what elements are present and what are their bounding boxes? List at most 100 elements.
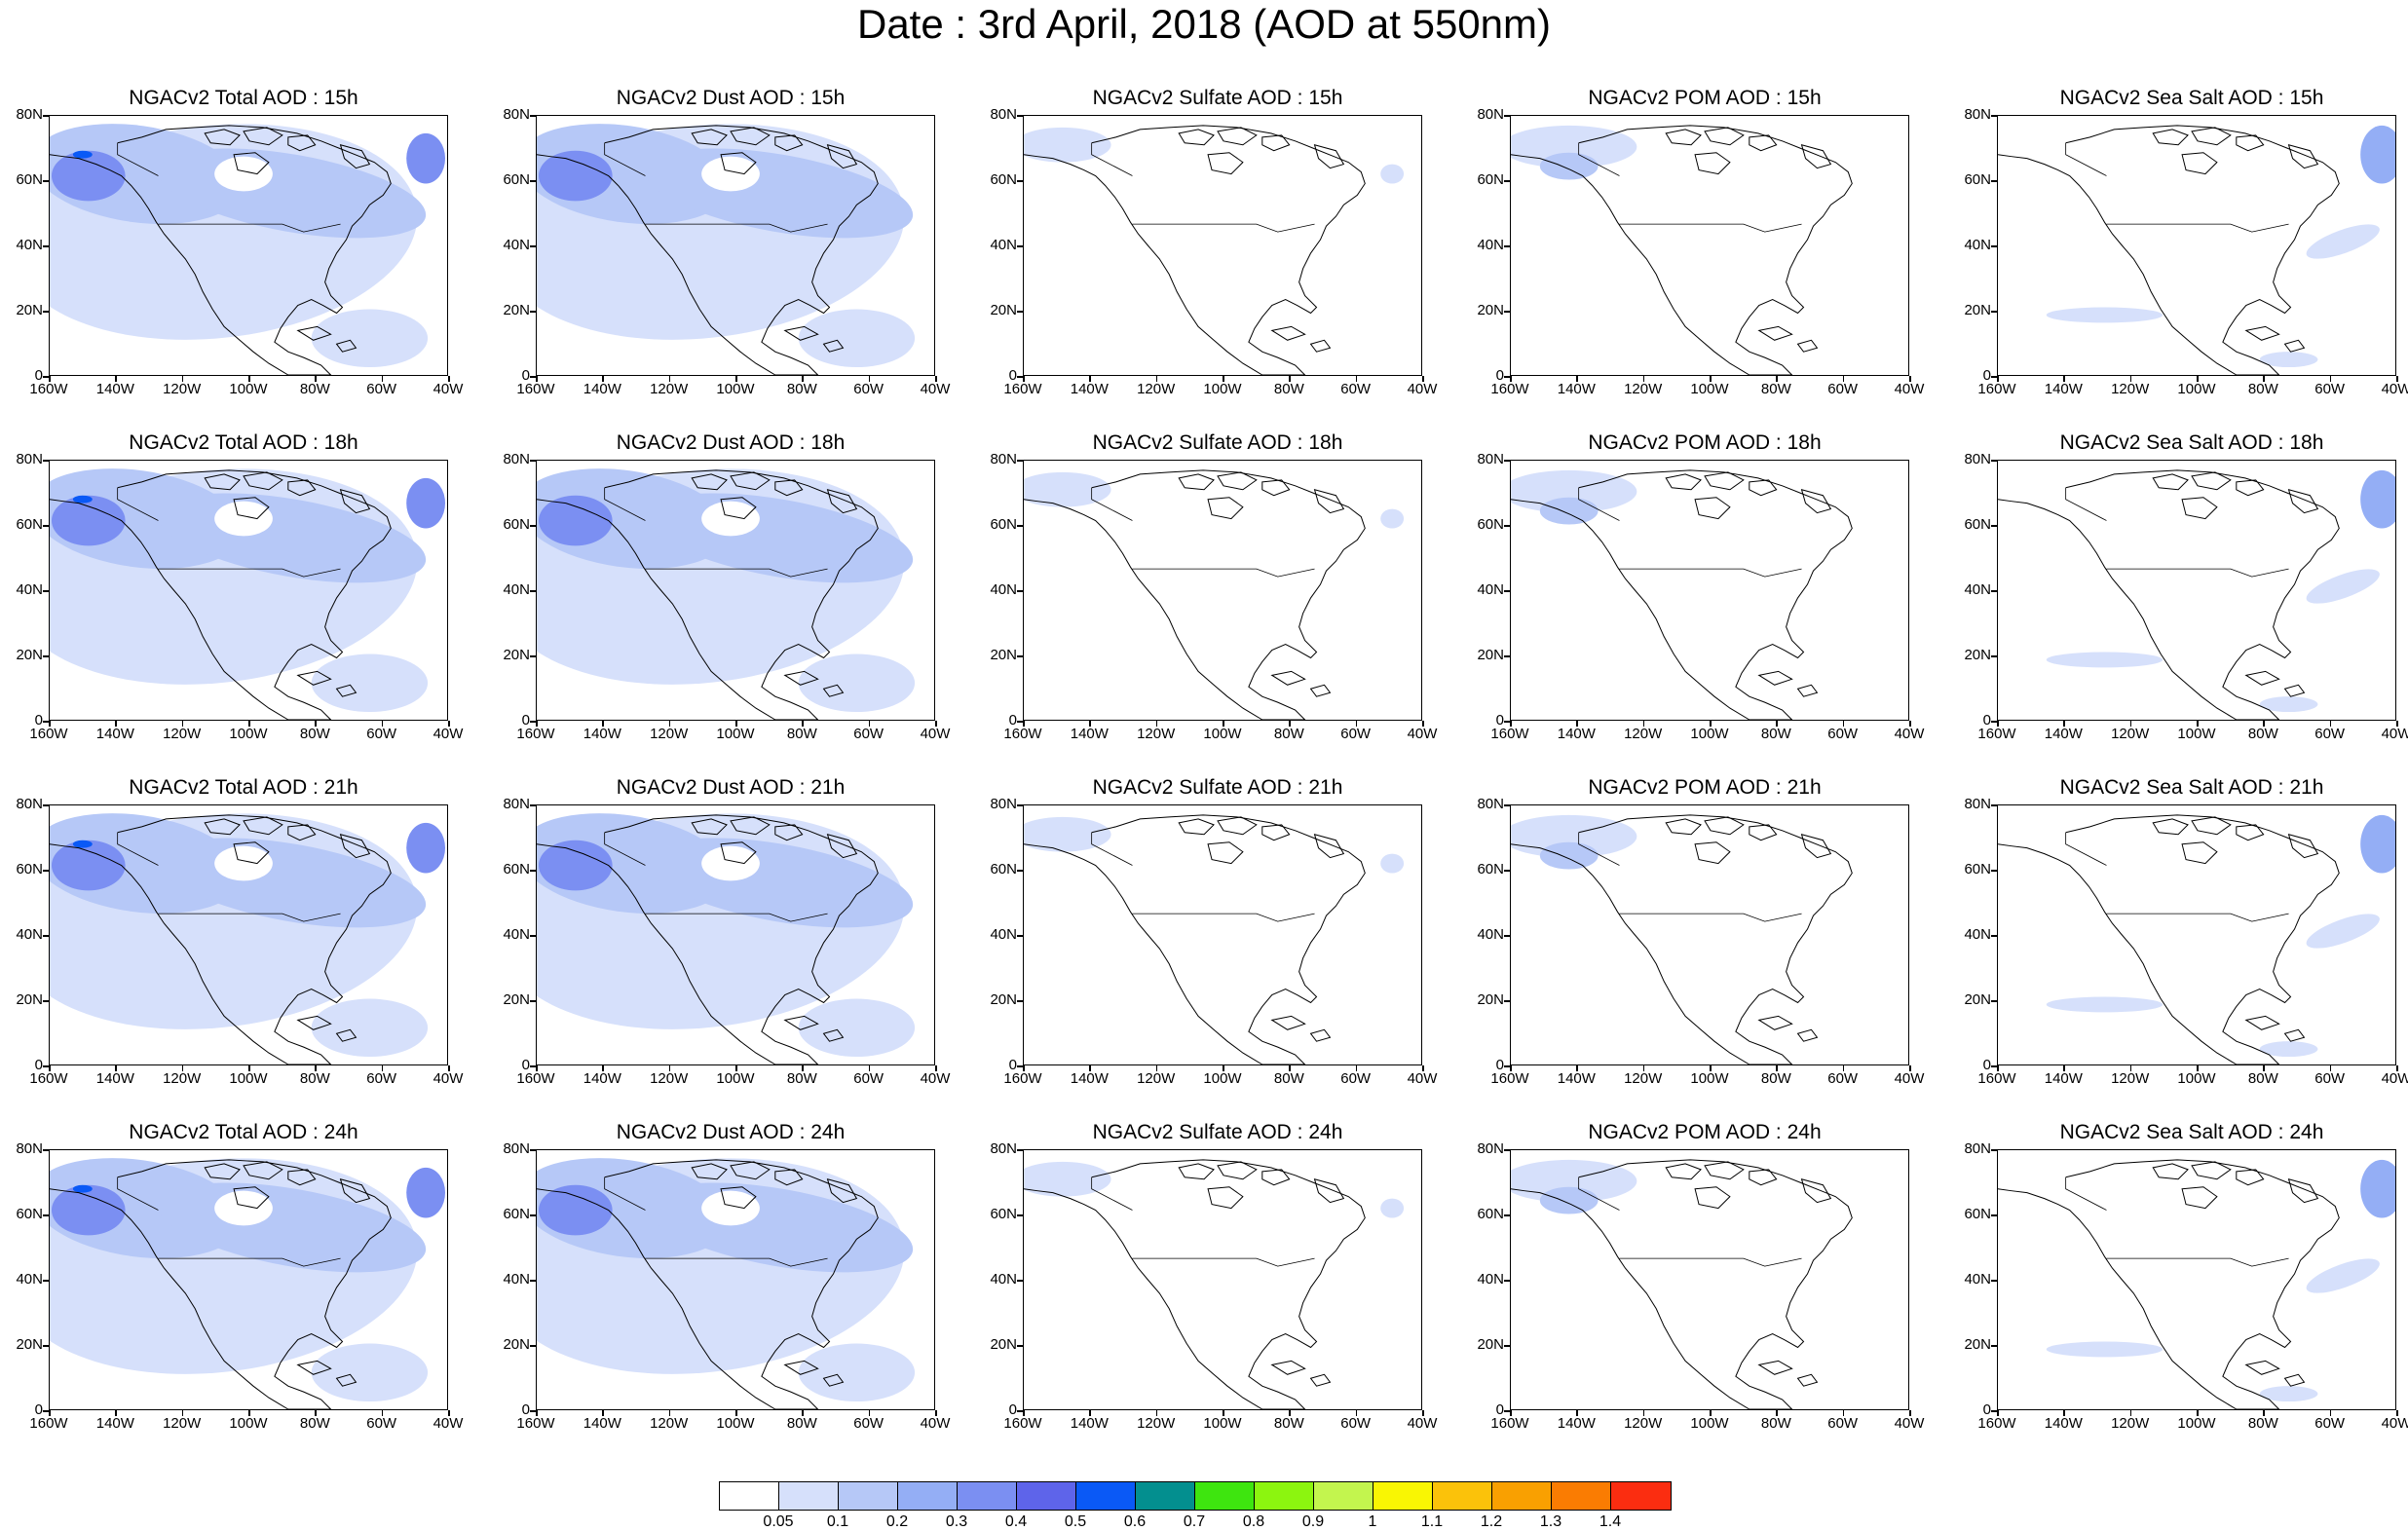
longitude-tick-label: 160W <box>1977 726 2016 742</box>
latitude-tick-label: 20N <box>503 302 530 318</box>
island-outline <box>2283 684 2306 697</box>
island-outline <box>1178 818 1215 836</box>
island-outline <box>1749 1169 1778 1186</box>
island-outline <box>2244 1360 2280 1375</box>
longitude-tick-label: 100W <box>1203 726 1242 742</box>
map-plot-area <box>1510 1149 1909 1410</box>
longitude-tick-label: 160W <box>1977 381 2016 397</box>
island-outline <box>1665 129 1702 146</box>
latitude-tick-label: 80N <box>503 1140 530 1157</box>
longitude-tick-label: 120W <box>163 726 202 742</box>
island-outline <box>826 489 858 514</box>
longitude-tick <box>735 1410 737 1416</box>
island-outline <box>1665 818 1702 836</box>
map-panel: NGACv2 POM AOD : 18h 80N 60N 40N 20N 0 160W 140… <box>1461 430 1948 762</box>
island-outline <box>243 1161 283 1180</box>
map-panel: NGACv2 Sulfate AOD : 21h 80N 60N 40N 20N 0 160… <box>974 775 1461 1106</box>
latitude-tick <box>1504 1149 1510 1151</box>
island-outline <box>1800 144 1832 169</box>
longitude-tick-label: 40W <box>433 1415 464 1432</box>
latitude-tick <box>530 870 536 872</box>
latitude-tick <box>43 721 49 723</box>
longitude-tick-label: 160W <box>1003 381 1042 397</box>
island-outline <box>1796 1373 1819 1387</box>
longitude-tick-label: 120W <box>1624 726 1663 742</box>
aod-shading <box>2306 569 2380 604</box>
longitude-tick-label: 40W <box>433 726 464 742</box>
longitude-tick-label: 80W <box>2247 726 2278 742</box>
colorbar-swatch <box>1076 1482 1136 1510</box>
longitude-tick-label: 60W <box>366 1070 397 1087</box>
latitude-tick-label: 40N <box>16 926 43 943</box>
longitude-tick-label: 120W <box>2111 1415 2150 1432</box>
latitude-tick-label: 80N <box>16 451 43 467</box>
latitude-tick-label: 0 <box>1495 1401 1504 1418</box>
island-outline <box>2244 670 2280 686</box>
colorbar <box>719 1481 1672 1511</box>
colorbar-swatch <box>1255 1482 1314 1510</box>
longitude-tick-label: 80W <box>1760 381 1791 397</box>
island-outline <box>2236 1169 2265 1186</box>
coastline <box>1024 1159 1366 1409</box>
longitude-tick <box>2063 1065 2065 1071</box>
latitude-tick <box>1504 721 1510 723</box>
aod-shading <box>798 998 916 1058</box>
longitude-tick-label: 40W <box>2381 1415 2408 1432</box>
island-outline <box>720 497 757 520</box>
longitude-tick <box>381 1410 384 1416</box>
longitude-tick-label: 60W <box>2314 726 2346 742</box>
colorbar-labels: 0.05 0.1 0.2 0.3 0.4 0.5 0.6 0.7 0.8 0.9 1 1.1 1.2 1.… <box>719 1513 1689 1531</box>
latitude-tick-label: 80N <box>503 451 530 467</box>
island-outline <box>2181 1186 2218 1210</box>
island-outline <box>730 1161 771 1180</box>
longitude-tick-label: 60W <box>1827 381 1859 397</box>
coastline <box>1024 125 1366 375</box>
longitude-tick-label: 100W <box>1690 1070 1729 1087</box>
island-outline <box>1270 670 1306 686</box>
latitude-tick-label: 0 <box>521 712 530 728</box>
island-outline <box>1796 1028 1819 1042</box>
island-outline <box>691 1163 728 1180</box>
latitude-tick <box>43 1214 49 1216</box>
longitude-tick-label: 100W <box>229 726 268 742</box>
longitude-tick <box>1422 1410 1424 1416</box>
latitude-tick <box>43 376 49 378</box>
coastline <box>1998 125 2340 375</box>
latitude-tick-label: 60N <box>1964 516 1991 533</box>
latitude-tick <box>530 1149 536 1151</box>
longitude-tick-label: 80W <box>1273 381 1304 397</box>
longitude-tick-label: 120W <box>1137 381 1176 397</box>
latitude-tick-label: 80N <box>1964 796 1991 812</box>
longitude-tick-label: 100W <box>716 381 755 397</box>
longitude-tick <box>1909 721 1911 727</box>
latitude-tick <box>530 1065 536 1067</box>
map-svg <box>50 468 446 720</box>
longitude-tick <box>602 1410 604 1416</box>
latitude-tick <box>1991 1280 1997 1282</box>
island-outline <box>233 497 270 520</box>
latitude-tick-label: 60N <box>1477 1206 1504 1222</box>
latitude-tick-label: 60N <box>990 171 1017 188</box>
island-outline <box>774 1169 804 1186</box>
aod-shading <box>406 132 446 184</box>
latitude-tick-label: 20N <box>16 991 43 1008</box>
island-outline <box>1694 152 1731 175</box>
latitude-tick <box>1991 1410 1997 1412</box>
longitude-tick <box>1642 1065 1645 1071</box>
map-svg <box>1024 469 1405 720</box>
longitude-tick <box>1776 721 1778 727</box>
longitude-tick-label: 140W <box>2044 1415 2083 1432</box>
map-panel: NGACv2 POM AOD : 15h 80N 60N 40N 20N 0 160W 140… <box>1461 86 1948 417</box>
longitude-tick <box>1710 721 1712 727</box>
latitude-tick <box>1991 1000 1997 1002</box>
latitude-tick <box>43 870 49 872</box>
island-outline <box>335 339 357 353</box>
latitude-tick-label: 40N <box>990 581 1017 598</box>
island-outline <box>1796 684 1819 697</box>
coastline <box>50 469 392 720</box>
panel-title: NGACv2 Dust AOD : 24h <box>616 1121 846 1143</box>
longitude-tick <box>1510 1065 1512 1071</box>
longitude-tick-label: 80W <box>2247 1415 2278 1432</box>
longitude-tick-label: 160W <box>1003 1070 1042 1087</box>
aod-shading <box>72 150 93 159</box>
